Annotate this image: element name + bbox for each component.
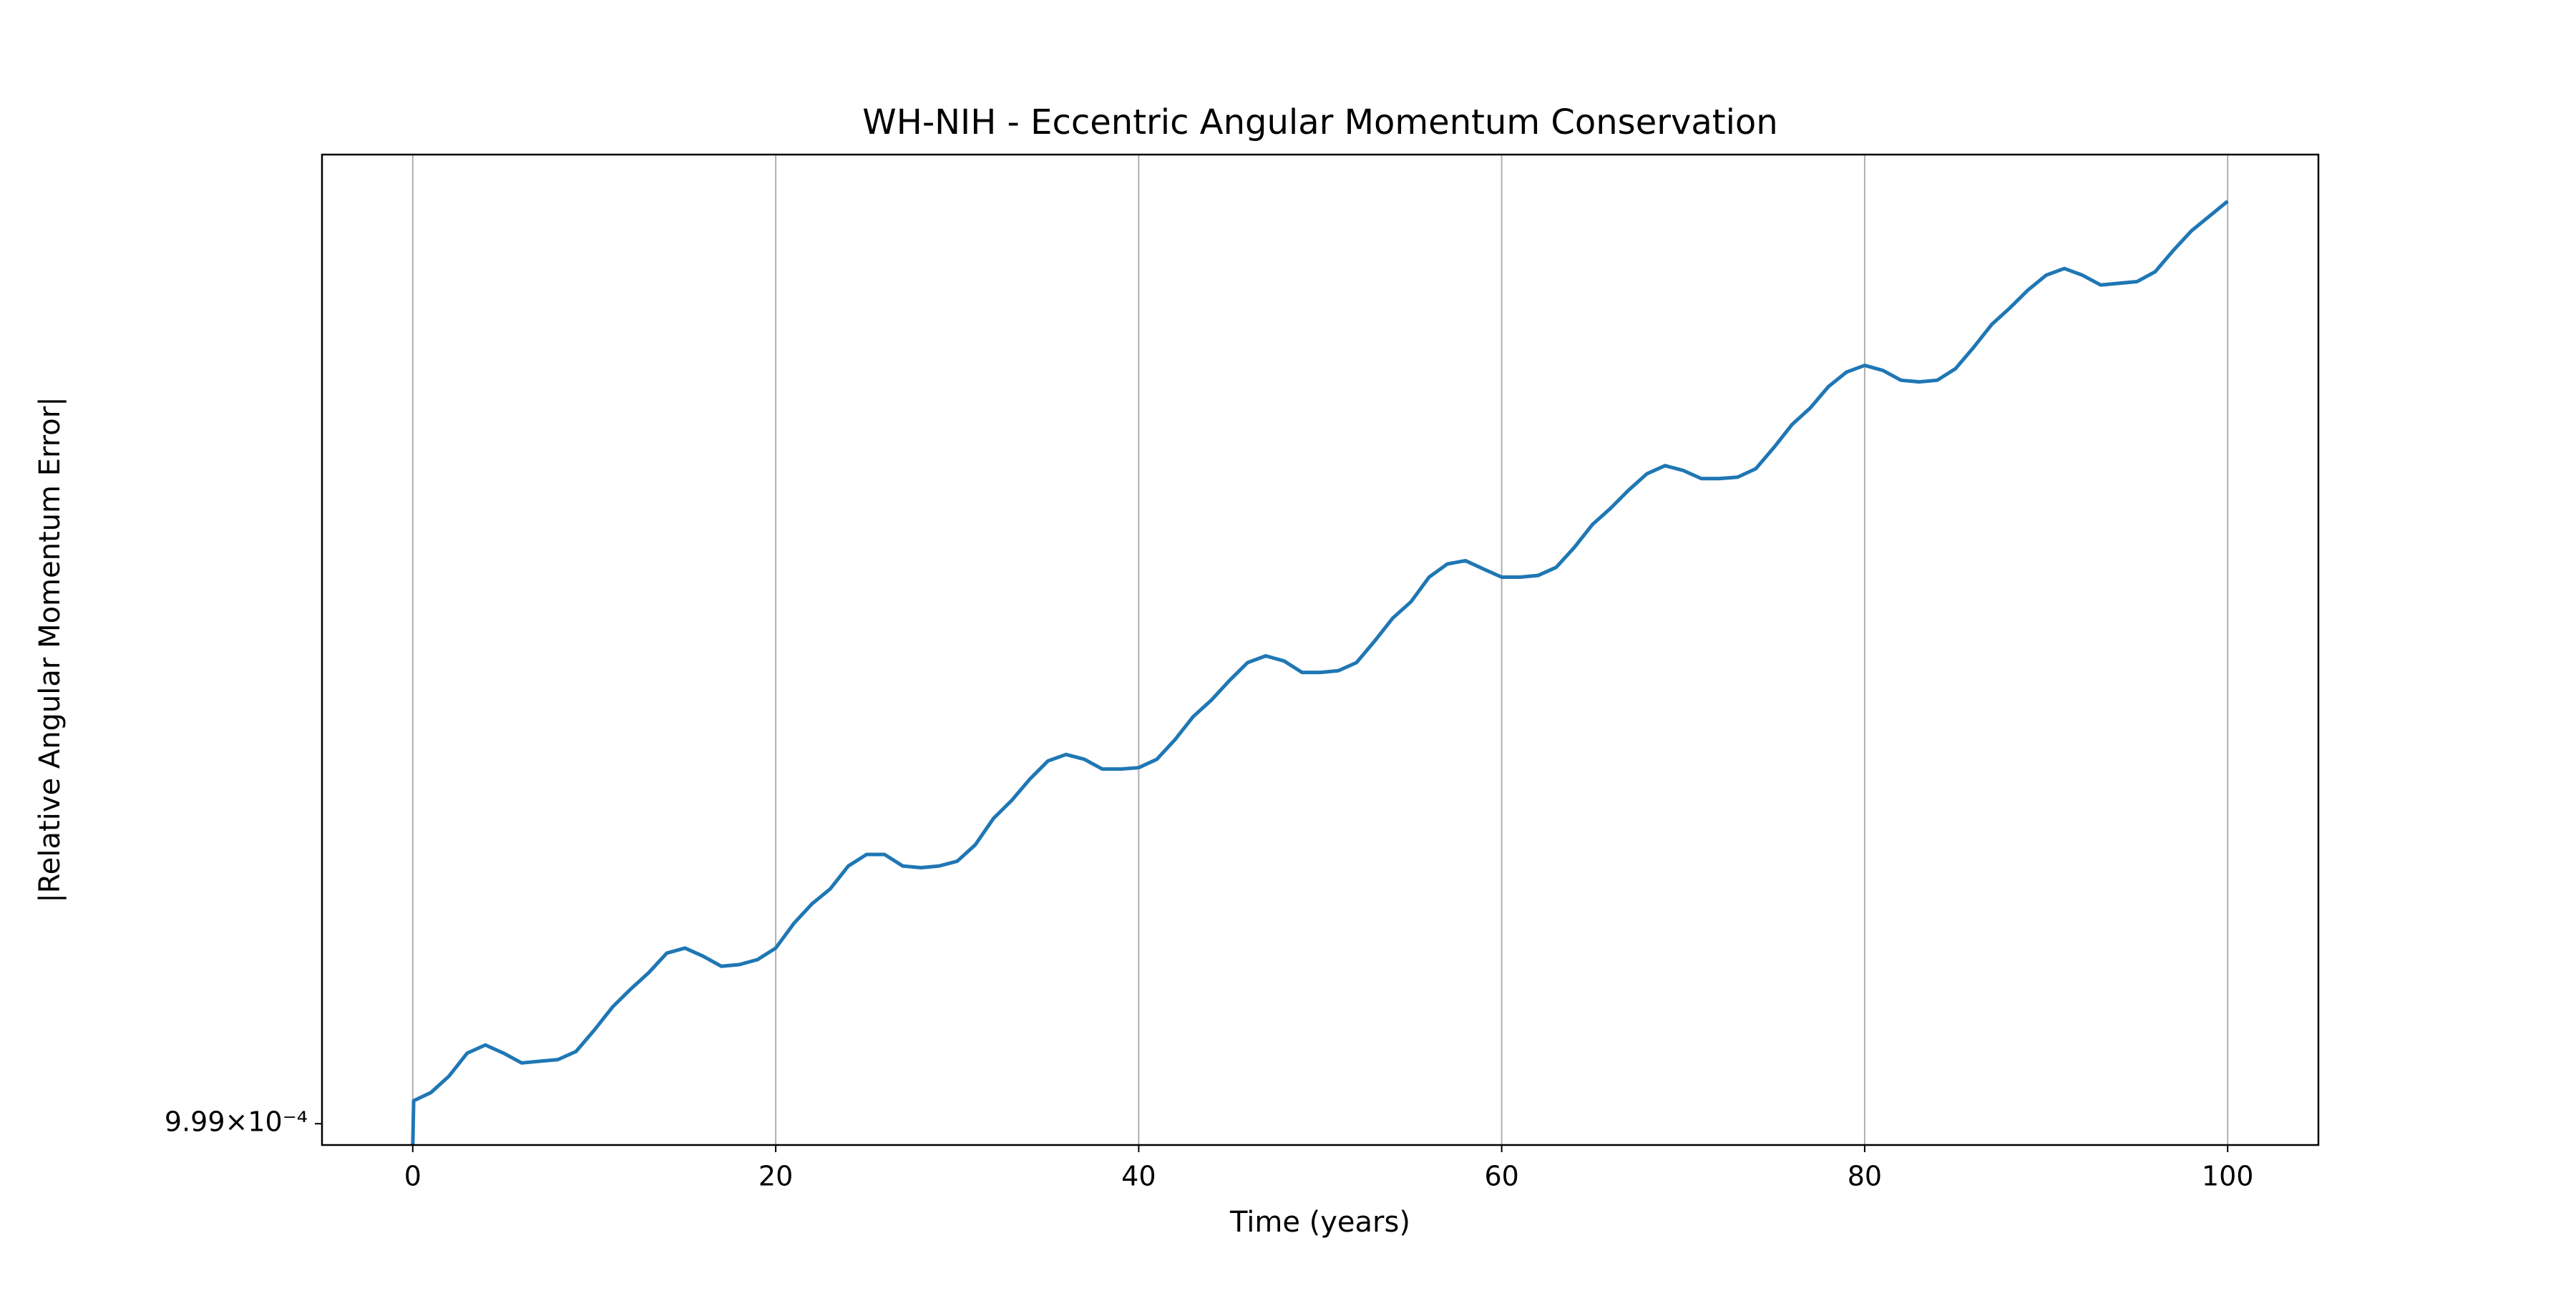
data-line xyxy=(411,200,2229,1145)
x-tick-label: 0 xyxy=(404,1161,421,1192)
x-tick-label: 60 xyxy=(1484,1161,1518,1192)
x-axis-label: Time (years) xyxy=(1229,1206,1410,1239)
x-tick-label: 80 xyxy=(1848,1161,1882,1192)
x-tick-label: 40 xyxy=(1121,1161,1156,1192)
plot-frame xyxy=(321,153,2320,1146)
x-tick-label: 20 xyxy=(758,1161,793,1192)
y-tick-label: 9.99×10⁻⁴ xyxy=(165,1106,308,1138)
y-axis-label: |Relative Angular Momentum Error| xyxy=(34,396,67,902)
x-tick-label: 100 xyxy=(2202,1161,2254,1192)
chart-title: WH-NIH - Eccentric Angular Momentum Cons… xyxy=(862,102,1777,142)
